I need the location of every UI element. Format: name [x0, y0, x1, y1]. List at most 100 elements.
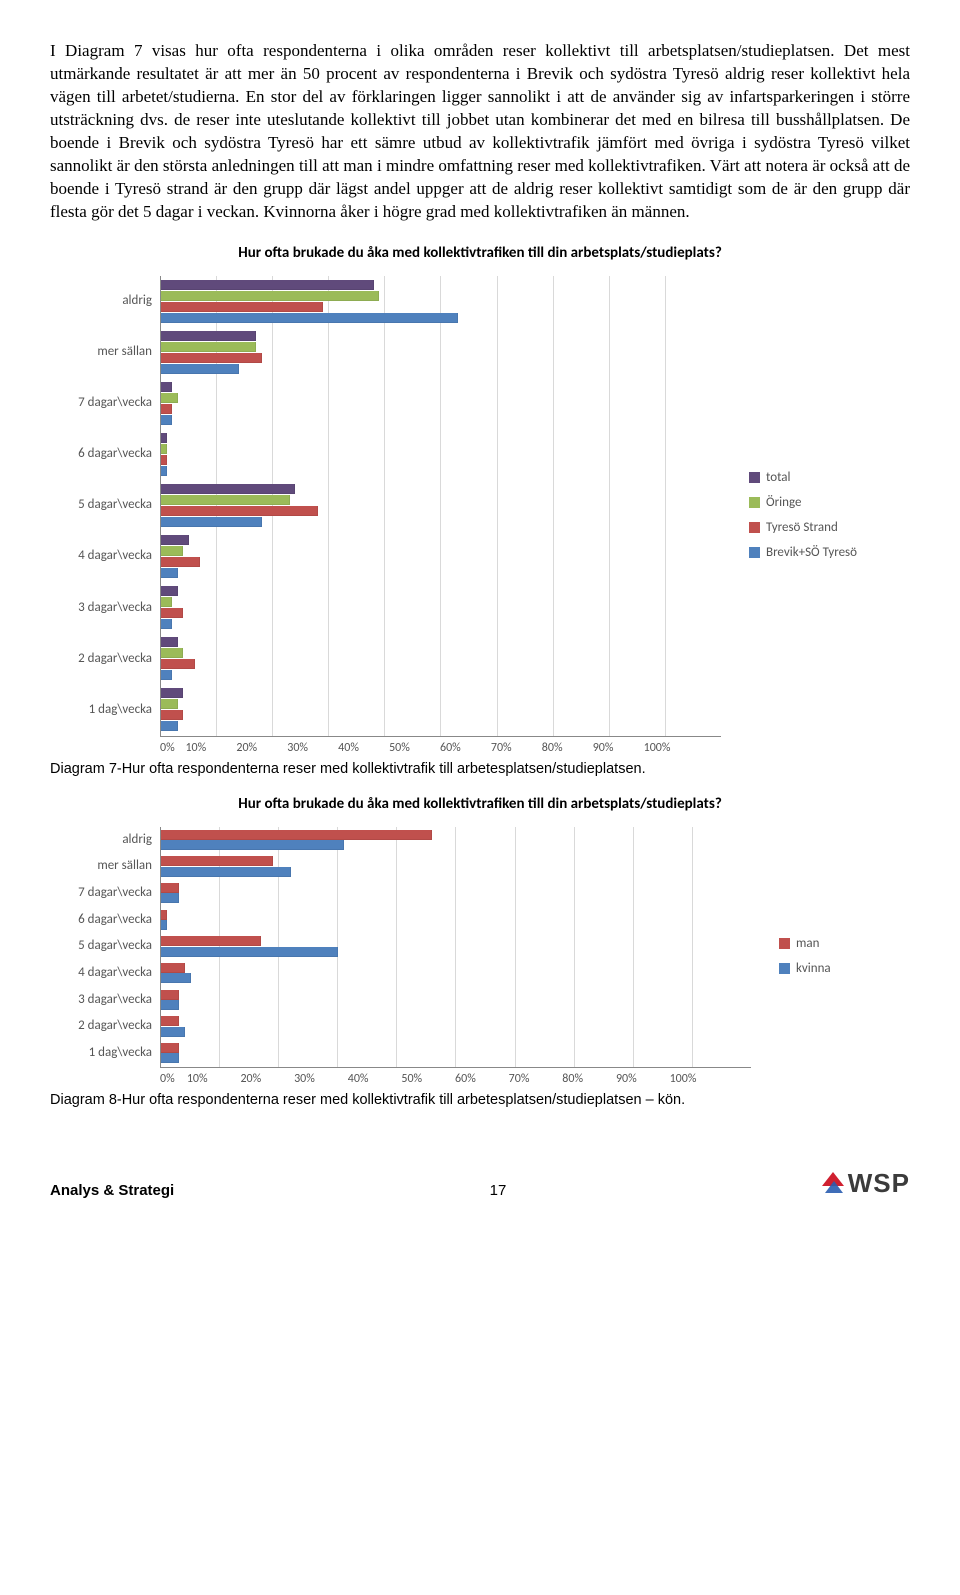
bar	[161, 484, 295, 494]
bar	[161, 893, 179, 903]
xtick: 70%	[491, 741, 542, 755]
xtick: 30%	[294, 1072, 348, 1086]
legend-label: Tyresö Strand	[766, 520, 838, 535]
ylabel: aldrig	[50, 833, 152, 847]
bar	[161, 382, 172, 392]
chart-2-plot	[160, 827, 751, 1068]
page-footer: Analys & Strategi 17 WSP	[50, 1168, 910, 1199]
body-paragraph: I Diagram 7 visas hur ofta respondentern…	[50, 40, 910, 224]
xtick: 70%	[509, 1072, 563, 1086]
legend-item: kvinna	[779, 961, 899, 976]
bar	[161, 291, 379, 301]
bar	[161, 280, 374, 290]
bar	[161, 1000, 179, 1010]
bar	[161, 990, 179, 1000]
chart-2-legend: man kvinna	[751, 827, 899, 1086]
bar	[161, 517, 262, 527]
ylabel: 6 dagar\vecka	[50, 913, 152, 927]
legend-swatch	[749, 472, 760, 483]
ylabel: 3 dagar\vecka	[50, 993, 152, 1007]
chart-1-title: Hur ofta brukade du åka med kollektivtra…	[50, 244, 910, 262]
xtick: 10%	[185, 741, 236, 755]
chart-1-plot	[160, 276, 721, 737]
bar	[161, 1053, 179, 1063]
xtick: 20%	[240, 1072, 294, 1086]
wsp-logo-mark	[822, 1172, 844, 1194]
bar	[161, 910, 167, 920]
xtick: 20%	[236, 741, 287, 755]
bar	[161, 637, 178, 647]
chart-2-xticks: 0%10%20%30%40%50%60%70%80%90%100%	[160, 1072, 750, 1086]
ylabel: 2 dagar\vecka	[50, 652, 152, 666]
legend-label: kvinna	[796, 961, 831, 976]
ylabel: 3 dagar\vecka	[50, 601, 152, 615]
chart-2: Hur ofta brukade du åka med kollektivtra…	[50, 795, 910, 1086]
bar	[161, 568, 178, 578]
bar	[161, 608, 183, 618]
wsp-logo-text: WSP	[848, 1168, 910, 1199]
ylabel: 5 dagar\vecka	[50, 498, 152, 512]
bar	[161, 353, 262, 363]
bar	[161, 1043, 179, 1053]
bar	[161, 455, 167, 465]
ylabel: 4 dagar\vecka	[50, 966, 152, 980]
legend-swatch	[779, 963, 790, 974]
bar	[161, 495, 290, 505]
chart-1-caption: Diagram 7-Hur ofta respondenterna reser …	[50, 761, 910, 777]
legend-swatch	[749, 547, 760, 558]
legend-item: Öringe	[749, 495, 899, 510]
xtick: 10%	[187, 1072, 241, 1086]
xtick: 90%	[616, 1072, 670, 1086]
xtick: 50%	[389, 741, 440, 755]
legend-swatch	[779, 938, 790, 949]
bar	[161, 586, 178, 596]
legend-label: man	[796, 936, 819, 951]
chart-2-ylabels: aldrigmer sällan7 dagar\vecka6 dagar\vec…	[50, 827, 160, 1067]
ylabel: 5 dagar\vecka	[50, 939, 152, 953]
chart-2-title: Hur ofta brukade du åka med kollektivtra…	[50, 795, 910, 813]
xtick: 80%	[542, 741, 593, 755]
bar	[161, 688, 183, 698]
legend-item: Tyresö Strand	[749, 520, 899, 535]
bar	[161, 619, 172, 629]
bar	[161, 364, 239, 374]
bar	[161, 1016, 179, 1026]
bar	[161, 867, 291, 877]
bar	[161, 415, 172, 425]
bar	[161, 648, 183, 658]
bar	[161, 466, 167, 476]
chart-1-legend: total Öringe Tyresö Strand Brevik+SÖ Tyresö	[721, 276, 899, 755]
legend-swatch	[749, 497, 760, 508]
chart-1-xticks: 0%10%20%30%40%50%60%70%80%90%100%	[160, 741, 720, 755]
ylabel: 2 dagar\vecka	[50, 1019, 152, 1033]
footer-left-text: Analys & Strategi	[50, 1182, 174, 1199]
ylabel: 1 dag\vecka	[50, 703, 152, 717]
bar	[161, 313, 458, 323]
bar	[161, 883, 179, 893]
chart-1-ylabels: aldrigmer sällan7 dagar\vecka6 dagar\vec…	[50, 276, 160, 736]
bar	[161, 444, 167, 454]
footer-page-number: 17	[490, 1182, 507, 1199]
legend-item: total	[749, 470, 899, 485]
legend-label: Brevik+SÖ Tyresö	[766, 545, 857, 560]
bar	[161, 963, 185, 973]
ylabel: 7 dagar\vecka	[50, 396, 152, 410]
legend-item: man	[779, 936, 899, 951]
bar	[161, 856, 273, 866]
ylabel: 6 dagar\vecka	[50, 447, 152, 461]
chart-2-caption: Diagram 8-Hur ofta respondenterna reser …	[50, 1092, 910, 1108]
xtick: 50%	[401, 1072, 455, 1086]
bar	[161, 699, 178, 709]
bar	[161, 936, 261, 946]
bar	[161, 973, 191, 983]
bar	[161, 342, 256, 352]
bar	[161, 659, 195, 669]
xtick: 80%	[562, 1072, 616, 1086]
bar	[161, 546, 183, 556]
bar	[161, 830, 432, 840]
xtick: 100%	[670, 1072, 724, 1086]
xtick: 60%	[440, 741, 491, 755]
bar	[161, 535, 189, 545]
ylabel: aldrig	[50, 294, 152, 308]
legend-label: total	[766, 470, 791, 485]
